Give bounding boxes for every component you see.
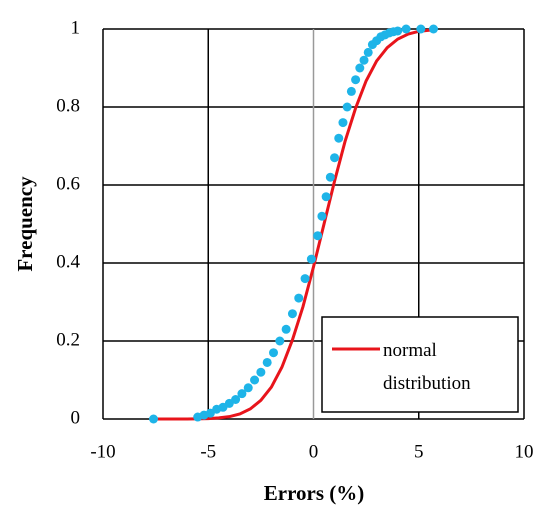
y-tick-label: 0.4	[56, 251, 80, 272]
point	[355, 63, 365, 73]
point	[300, 274, 310, 284]
line	[155, 28, 434, 421]
y-tick-label: 0.6	[56, 173, 80, 194]
point	[330, 153, 340, 163]
point	[338, 118, 348, 128]
x-axis-title: Errors (%)	[264, 481, 365, 505]
point	[149, 414, 159, 424]
y-tick-label: 1	[71, 17, 81, 38]
y-tick-label: 0.8	[56, 95, 80, 116]
point	[317, 211, 327, 221]
legend-box	[321, 316, 519, 413]
point	[275, 336, 285, 346]
x-tick-label: 0	[309, 441, 319, 462]
point	[321, 192, 331, 202]
point	[416, 24, 426, 34]
point	[393, 26, 403, 36]
point	[294, 293, 304, 303]
x-tick-label: -10	[90, 441, 115, 462]
y-axis-title: Frequency	[13, 176, 37, 272]
point	[256, 367, 266, 377]
point	[428, 24, 438, 34]
point	[351, 75, 361, 85]
point	[346, 86, 356, 96]
point	[237, 389, 247, 399]
point	[342, 102, 352, 112]
point	[313, 231, 323, 241]
x-tick-label: 5	[414, 441, 424, 462]
point	[287, 309, 297, 319]
x-tick-label: -5	[200, 441, 216, 462]
point	[250, 375, 260, 385]
point	[325, 172, 335, 182]
legend-label: normal distribution	[383, 340, 471, 394]
point	[281, 324, 291, 334]
point	[334, 133, 344, 143]
y-tick-label: 0.2	[56, 329, 80, 350]
point	[262, 357, 272, 367]
point	[359, 55, 369, 65]
point	[306, 254, 316, 264]
point	[363, 47, 373, 57]
point	[269, 348, 279, 358]
point	[231, 395, 241, 404]
point	[243, 383, 253, 393]
y-tick-label: 0	[71, 407, 81, 428]
point	[401, 24, 411, 34]
x-tick-label: 10	[515, 441, 534, 462]
